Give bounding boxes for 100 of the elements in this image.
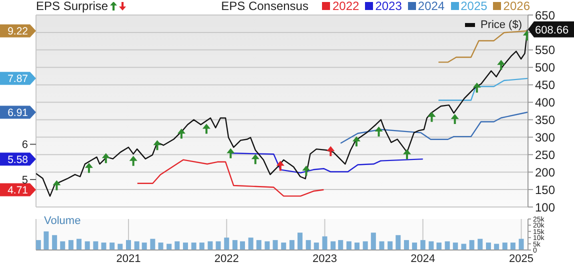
bar <box>150 238 156 250</box>
bar <box>354 242 360 250</box>
point <box>153 140 162 150</box>
bar <box>110 242 115 250</box>
bar <box>370 232 376 250</box>
y2-tick-label: 150 <box>535 182 556 197</box>
bar <box>158 242 164 250</box>
point <box>202 124 210 134</box>
y-tick-label: 9.22 <box>8 26 28 38</box>
bar <box>478 238 483 250</box>
bar <box>314 242 319 250</box>
bar <box>404 240 409 250</box>
bar <box>486 242 491 250</box>
point <box>326 146 335 156</box>
bar <box>232 240 238 250</box>
text: EPS Surprise <box>36 0 108 13</box>
bar <box>84 241 90 250</box>
y-tick-label: 5.58 <box>8 154 28 166</box>
x-tick-label: 2024 <box>410 252 436 264</box>
bar <box>469 240 474 250</box>
point <box>52 180 61 190</box>
y2-tick-label: 350 <box>535 112 556 127</box>
line-series <box>136 159 324 197</box>
point <box>428 112 436 122</box>
y2-tick-label: 100 <box>535 200 556 214</box>
point <box>450 114 459 124</box>
point <box>403 149 412 160</box>
bar <box>306 240 311 250</box>
bar <box>93 241 98 250</box>
bar <box>428 241 434 250</box>
y-tick-label: 5 <box>22 174 28 186</box>
point <box>472 82 481 93</box>
y-tick-label: 7.87 <box>8 73 28 86</box>
bar <box>396 235 401 250</box>
bar <box>216 241 221 250</box>
y2-tick-label: 450 <box>535 78 556 92</box>
y-tick-label: 4.71 <box>8 184 28 196</box>
bar <box>76 238 82 250</box>
bar <box>126 240 131 250</box>
bar <box>281 242 286 250</box>
bar <box>44 231 49 250</box>
bar <box>510 242 516 250</box>
legend-title: EPS Consensus <box>221 0 308 13</box>
bar <box>182 242 188 250</box>
bar <box>379 241 384 250</box>
legend-label: 2022 <box>332 0 360 13</box>
bar <box>142 242 147 250</box>
point <box>226 148 235 158</box>
point <box>102 153 110 164</box>
bar <box>256 240 262 250</box>
bar <box>101 242 106 250</box>
legend-label: 2024 <box>418 0 445 13</box>
bar <box>191 242 196 250</box>
data-label: 608.66 <box>535 24 569 36</box>
line-series <box>340 112 528 144</box>
legend-label: 2025 <box>460 0 488 13</box>
point <box>276 160 284 171</box>
point <box>251 154 260 164</box>
y-axis-title: Volume <box>44 215 81 227</box>
x-tick-label: 2023 <box>312 252 337 264</box>
x-tick-label: 2025 <box>509 252 534 264</box>
bar <box>134 241 140 250</box>
bar <box>298 232 303 250</box>
bar <box>362 241 368 250</box>
y2-tick-label: 400 <box>535 96 556 110</box>
bar <box>248 238 254 250</box>
bar <box>412 242 418 250</box>
legend-label: Price ($) <box>480 19 522 31</box>
line-series <box>438 78 528 101</box>
legend-label: 2026 <box>503 0 530 13</box>
point <box>497 60 506 70</box>
point <box>177 128 186 139</box>
bar <box>68 240 74 250</box>
bar <box>264 241 270 250</box>
bar <box>322 236 328 250</box>
bar <box>224 238 230 250</box>
legend-label: 2023 <box>375 0 402 13</box>
y2-tick-label: 300 <box>535 130 556 144</box>
y2-tick-label: 200 <box>535 165 556 180</box>
x-tick-label: 2021 <box>116 252 141 264</box>
bar <box>330 241 336 250</box>
bar <box>199 242 204 250</box>
y2-tick-label: 650 <box>535 8 556 22</box>
bar <box>518 238 524 250</box>
y2-tick-label: 500 <box>535 60 556 75</box>
bar <box>240 241 245 250</box>
bar <box>388 241 393 250</box>
y2-tick-label: 250 <box>535 148 556 162</box>
line-series <box>438 30 528 63</box>
bar <box>338 240 344 250</box>
x-tick-label: 2022 <box>214 252 239 264</box>
point <box>84 162 93 173</box>
bar <box>174 241 180 250</box>
bar <box>272 240 278 250</box>
point <box>352 136 360 146</box>
point <box>374 126 383 137</box>
bar <box>36 240 41 250</box>
point <box>302 166 310 176</box>
y-tick-label: 6.91 <box>8 106 28 119</box>
bar <box>289 240 294 250</box>
